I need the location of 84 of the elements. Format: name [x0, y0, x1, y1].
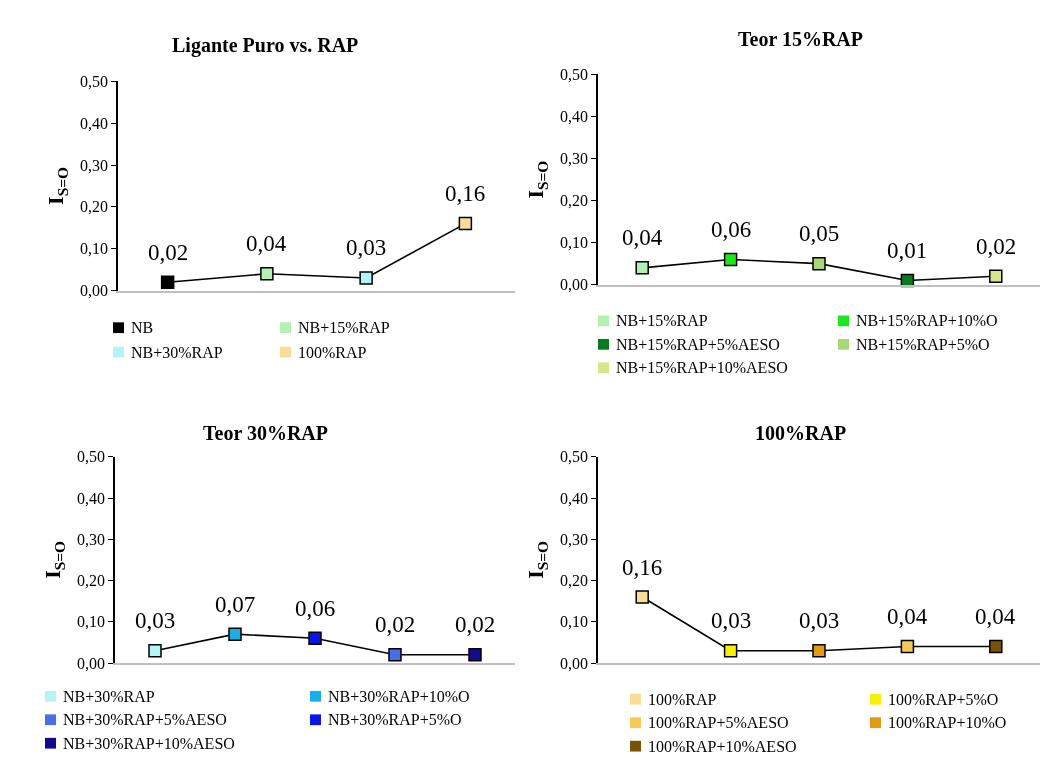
y-tick-label: 0,20: [80, 198, 109, 216]
chart-title: Teor 15%RAP: [738, 28, 863, 50]
point: [148, 643, 162, 658]
data-label: 0,03: [346, 235, 387, 260]
point: [308, 631, 322, 646]
y-tick-label: 0,00: [560, 276, 589, 294]
data-label: 0,03: [135, 608, 176, 633]
y-tick-label: 0,20: [560, 192, 589, 210]
legend-label: NB+30%RAP: [131, 344, 223, 361]
data-label: 0,04: [246, 231, 287, 256]
point: [723, 643, 738, 658]
y-tick-label: 0,40: [80, 114, 109, 132]
y-tick-label: 0,30: [560, 150, 589, 168]
y-tick-label: 0,10: [77, 613, 106, 631]
y-tick-label: 0,30: [80, 156, 109, 174]
point: [458, 216, 473, 231]
point: [635, 261, 649, 275]
data-label: 0,16: [445, 181, 486, 206]
y-tick-label: 0,40: [560, 489, 589, 507]
point: [388, 648, 402, 662]
data-label: 0,01: [887, 238, 928, 263]
data-label: 0,06: [295, 596, 336, 621]
y-tick-label: 0,00: [77, 654, 106, 672]
legend-label: NB+15%RAP+10%AESO: [616, 359, 788, 376]
legend-label: 100%RAP+10%AESO: [648, 738, 797, 755]
y-tick-label: 0,30: [560, 530, 589, 548]
data-label: 0,02: [455, 612, 496, 637]
y-tick-label: 0,40: [77, 489, 106, 507]
y-tick-label: 0,40: [560, 108, 589, 126]
y-tick-label: 0,50: [560, 66, 589, 84]
y-tick-label: 0,20: [560, 572, 589, 590]
data-label: 0,07: [215, 592, 256, 617]
legend-label: 100%RAP+5%O: [888, 691, 999, 708]
legend-label: 100%RAP: [648, 691, 717, 708]
point: [900, 639, 915, 654]
y-tick-label: 0,30: [77, 530, 106, 548]
chart-title: 100%RAP: [755, 422, 847, 444]
point: [228, 627, 242, 641]
y-tick-label: 0,20: [77, 572, 106, 590]
point: [635, 590, 649, 604]
y-tick-label: 0,50: [80, 72, 109, 90]
data-label: 0,03: [799, 608, 840, 633]
legend-label: NB+30%RAP: [63, 688, 155, 705]
y-tick-label: 0,00: [80, 282, 109, 300]
legend-label: NB+15%RAP: [298, 319, 390, 336]
legend-label: NB+15%RAP: [616, 312, 708, 329]
point: [723, 252, 738, 267]
legend-label: NB+15%RAP+5%AESO: [616, 336, 780, 353]
y-tick-label: 0,00: [560, 654, 589, 672]
chart-title: Teor 30%RAP: [203, 422, 328, 444]
y-tick-label: 0,10: [80, 240, 109, 258]
point: [260, 267, 274, 281]
y-tick-label: 0,50: [560, 448, 589, 466]
legend-label: 100%RAP+10%O: [888, 714, 1007, 731]
data-label: 0,04: [887, 604, 928, 629]
y-tick-label: 0,10: [560, 613, 589, 631]
point: [812, 643, 826, 658]
point: [468, 648, 482, 662]
legend-label: 100%RAP+5%AESO: [648, 714, 789, 731]
legend-label: NB+30%RAP+10%O: [328, 688, 470, 705]
y-tick-label: 0,50: [77, 448, 106, 466]
chart-title: Ligante Puro vs. RAP: [172, 34, 359, 57]
data-label: 0,16: [622, 555, 663, 580]
legend-label: NB+15%RAP+10%O: [856, 312, 998, 329]
point: [160, 275, 175, 289]
legend-label: NB+30%RAP+10%AESO: [63, 735, 235, 752]
data-label: 0,02: [148, 240, 189, 265]
data-label: 0,03: [711, 608, 752, 633]
legend-label: NB+30%RAP+5%AESO: [63, 711, 227, 728]
legend-label: NB+30%RAP+5%O: [328, 711, 462, 728]
legend-label: 100%RAP: [298, 344, 367, 361]
point: [812, 256, 826, 271]
data-label: 0,04: [622, 225, 663, 250]
data-label: 0,06: [711, 217, 752, 242]
data-label: 0,05: [799, 221, 840, 246]
point: [989, 639, 1003, 654]
legend-label: NB+15%RAP+5%O: [856, 336, 990, 353]
point: [989, 269, 1003, 284]
y-tick-label: 0,10: [560, 234, 589, 252]
data-label: 0,02: [375, 612, 416, 637]
data-label: 0,02: [976, 234, 1017, 259]
legend-label: NB: [131, 319, 154, 336]
data-label: 0,04: [975, 604, 1016, 629]
point: [359, 271, 373, 285]
